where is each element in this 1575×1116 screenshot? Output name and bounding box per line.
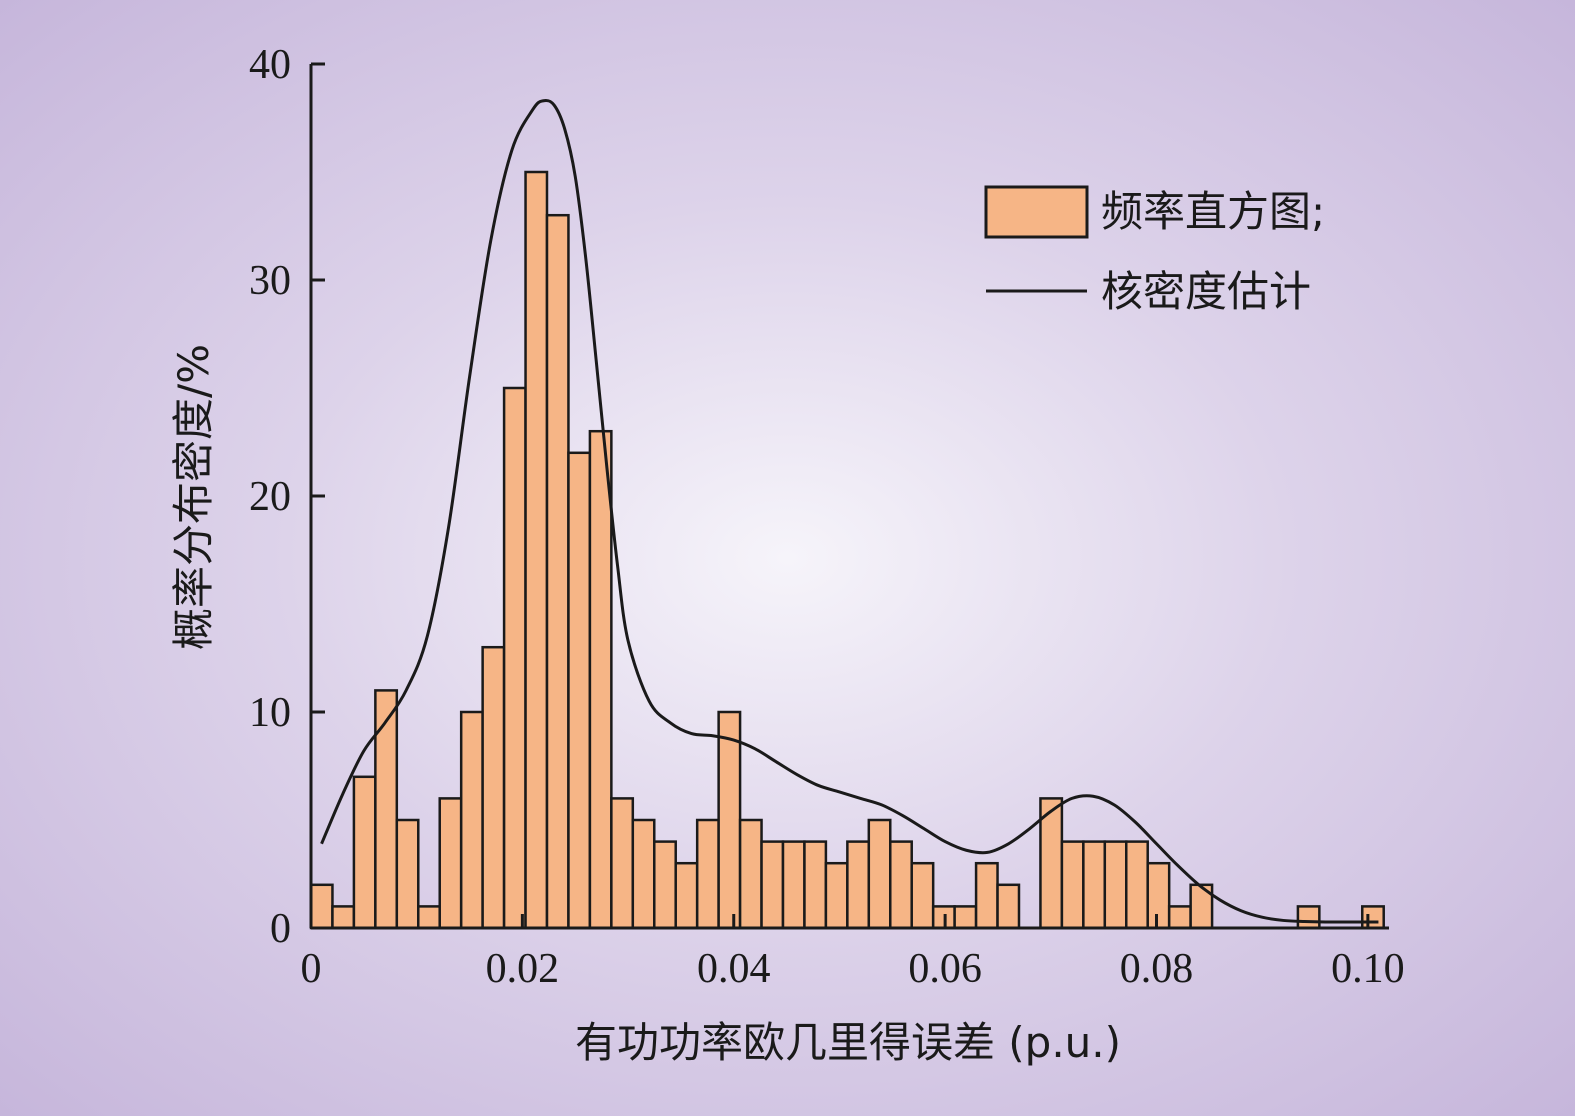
x-tick-label: 0.08 [1120, 946, 1194, 992]
histogram-bar [331, 905, 356, 930]
histogram-bar [695, 818, 720, 930]
legend: 频率直方图; 核密度估计 [984, 185, 1325, 316]
histogram-bar [910, 861, 935, 930]
x-tick-label: 0.06 [908, 946, 982, 992]
legend-swatch-histogram [984, 185, 1089, 239]
histogram-bar [524, 170, 549, 930]
legend-label-kde: 核密度估计 [1101, 267, 1311, 316]
x-ticks: 0 0.02 0.04 0.06 0.08 0.10 [301, 914, 1405, 992]
kde-curve [320, 98, 1379, 924]
histogram-bar [395, 818, 420, 930]
histogram-bar [352, 775, 377, 930]
histogram-bar [824, 861, 849, 930]
histogram-bar [717, 710, 742, 930]
histogram-bar [1146, 861, 1171, 930]
histogram-bar [502, 386, 527, 930]
histogram-bar [1167, 905, 1192, 930]
histogram-bar [459, 710, 484, 930]
histogram-bar [1060, 840, 1085, 930]
histogram-bar [781, 840, 806, 930]
x-tick-label: 0.10 [1331, 946, 1405, 992]
histogram-bar [1103, 840, 1128, 930]
histogram-bar [1361, 905, 1385, 930]
histogram-bar [653, 840, 677, 930]
x-axis-title: 有功功率欧几里得误差 (p.u.) [575, 1018, 1121, 1067]
y-axis-title: 概率分布密度/% [169, 344, 218, 650]
histogram-bar [588, 429, 613, 930]
histogram-bar [567, 451, 592, 930]
histogram-bar [867, 818, 892, 930]
x-tick-label: 0.02 [486, 946, 560, 992]
y-tick-label: 10 [249, 690, 291, 736]
histogram-bar [438, 797, 463, 930]
histogram-bar [1296, 905, 1321, 930]
histogram-bar [996, 883, 1021, 930]
histogram-bar [889, 840, 913, 930]
histogram-bar [417, 905, 441, 930]
y-tick-label: 20 [249, 474, 291, 520]
y-tick-label: 40 [249, 42, 291, 88]
histogram-bar [974, 861, 999, 930]
histogram-bar [481, 645, 506, 930]
histogram-bar [1125, 840, 1149, 930]
histogram-bar [760, 840, 785, 930]
y-tick-label: 0 [270, 906, 291, 952]
histogram-bar [545, 213, 570, 930]
histogram-bar [803, 840, 828, 930]
histogram-bar [846, 840, 871, 930]
histogram-bar [631, 818, 656, 930]
x-tick-label: 0.04 [697, 946, 771, 992]
x-tick-label: 0 [301, 946, 322, 992]
histogram-bar [309, 883, 334, 930]
histogram-bar [738, 818, 763, 930]
y-ticks: 0 10 20 30 40 [249, 42, 325, 952]
histogram-bar [674, 861, 699, 930]
histogram-bar [610, 797, 635, 930]
y-tick-label: 30 [249, 258, 291, 304]
histogram-bar [374, 689, 399, 930]
histogram-bar [953, 905, 978, 930]
legend-label-histogram: 频率直方图; [1101, 187, 1325, 236]
histogram-bar [1082, 840, 1107, 930]
